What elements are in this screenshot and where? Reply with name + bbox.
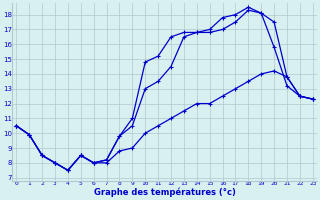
X-axis label: Graphe des températures (°c): Graphe des températures (°c) <box>94 188 236 197</box>
